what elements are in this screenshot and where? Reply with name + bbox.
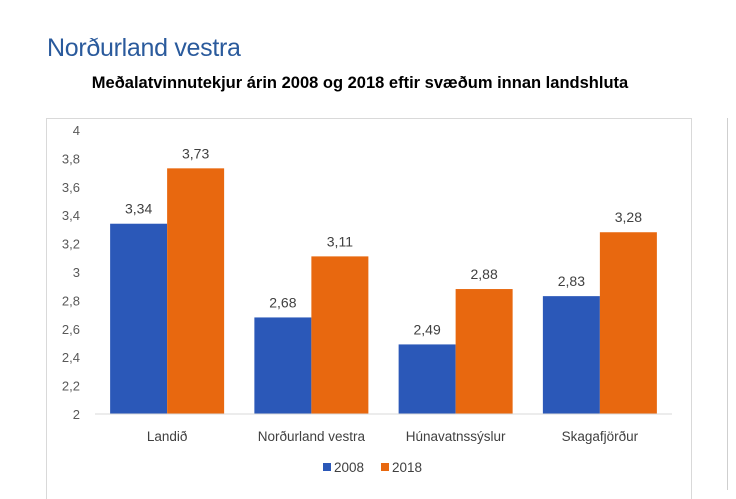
legend-swatch-2018: [381, 463, 389, 471]
bar-2018: [455, 289, 513, 414]
data-label: 2,68: [269, 294, 296, 310]
x-tick-label: Norðurland vestra: [258, 429, 366, 444]
chart-frame: [46, 118, 692, 499]
bar-2008: [110, 223, 168, 414]
y-tick-label: 3,6: [62, 180, 80, 195]
data-label: 3,28: [615, 209, 642, 225]
y-tick-label: 2,4: [62, 350, 80, 365]
data-label: 2,49: [414, 321, 441, 337]
y-tick-label: 3,2: [62, 237, 80, 252]
data-label: 2,83: [558, 273, 585, 289]
x-tick-label: Landið: [147, 429, 188, 444]
y-tick-label: 2,2: [62, 379, 80, 394]
bar-2008: [254, 317, 312, 414]
bar-2008: [542, 296, 600, 414]
bar-2018: [599, 232, 657, 414]
legend-label: 2018: [392, 460, 422, 475]
bar-2018: [311, 256, 369, 414]
y-tick-label: 3,4: [62, 208, 80, 223]
y-tick-label: 3: [73, 265, 80, 280]
y-tick-label: 2: [73, 407, 80, 422]
page-title: Norðurland vestra: [47, 34, 241, 62]
legend-label: 2008: [334, 460, 364, 475]
data-label: 3,34: [125, 201, 152, 217]
y-tick-label: 3,8: [62, 151, 80, 166]
y-tick-label: 2,6: [62, 322, 80, 337]
x-tick-label: Húnavatnssýslur: [406, 429, 506, 444]
data-label: 3,11: [327, 233, 353, 249]
data-label: 2,88: [471, 266, 498, 282]
bar-2008: [398, 344, 456, 414]
data-label: 3,73: [182, 145, 209, 161]
legend-swatch-2008: [323, 463, 331, 471]
y-tick-label: 4: [73, 123, 80, 138]
x-tick-label: Skagafjörður: [562, 429, 639, 444]
page-edge-divider: [727, 118, 728, 490]
chart-title: Meðalatvinnutekjur árin 2008 og 2018 eft…: [91, 74, 629, 92]
bar-2018: [167, 168, 225, 414]
y-tick-label: 2,8: [62, 293, 80, 308]
